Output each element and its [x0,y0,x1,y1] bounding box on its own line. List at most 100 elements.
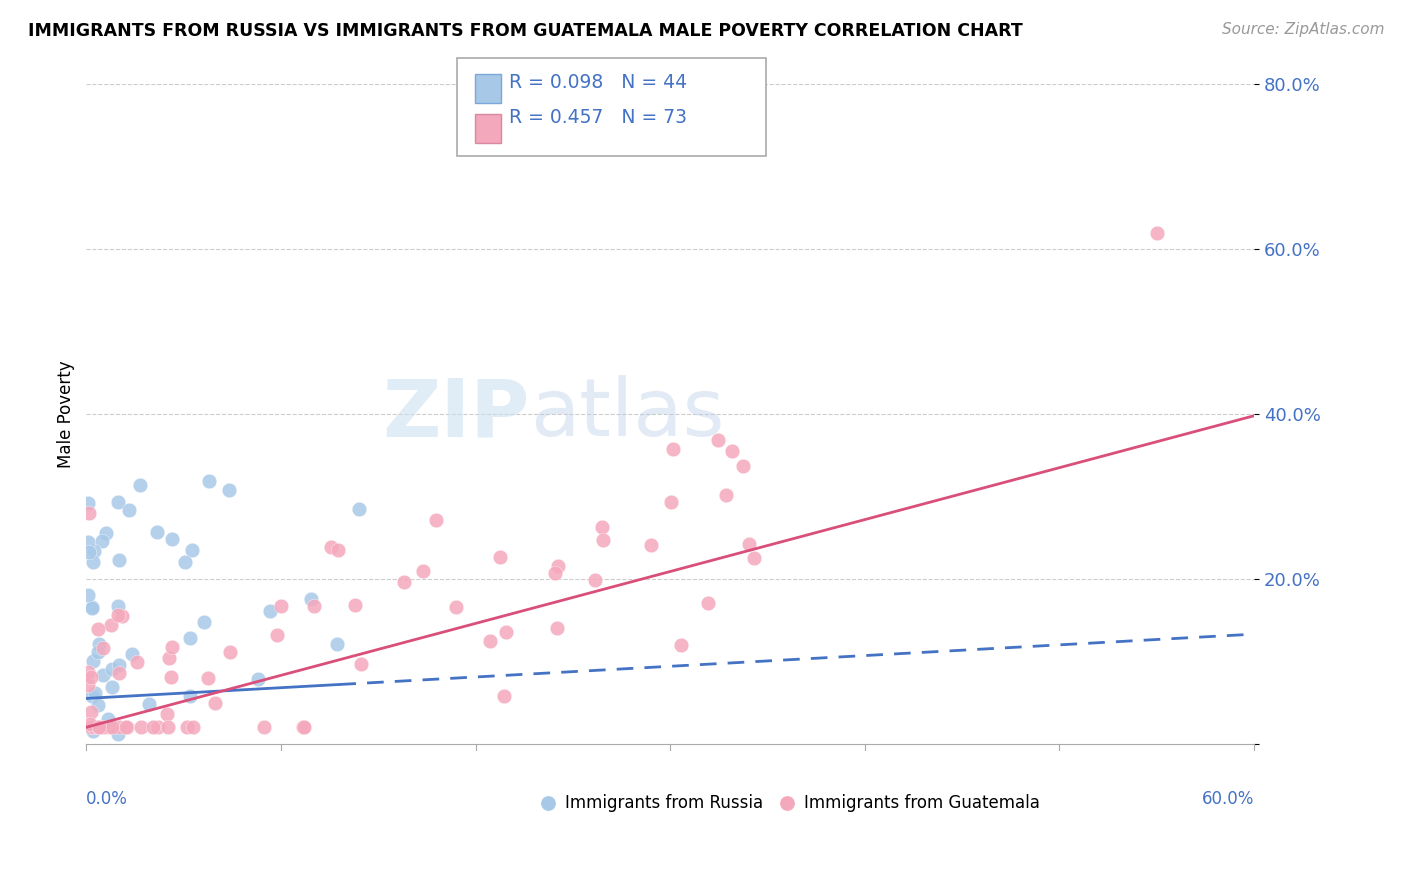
Point [412,564,434,578]
Point [115,720,138,734]
Text: ZIP: ZIP [382,376,530,453]
Point [77,545,100,559]
Point [77,665,100,680]
Point [494,690,516,704]
Point [77,507,100,521]
Point [326,637,349,651]
Point [80,601,103,615]
Point [253,720,276,734]
Point [129,477,152,491]
Point [1146,226,1168,240]
Point [97,712,120,726]
Point [118,503,141,517]
Text: 60.0%: 60.0% [1202,790,1254,808]
Point [544,566,567,581]
Point [583,573,606,587]
Point [146,720,169,734]
Point [157,651,180,665]
Point [91,720,114,734]
Point [83,686,105,700]
Point [107,608,129,623]
Point [77,534,100,549]
Point [79,716,101,731]
Point [160,669,183,683]
Point [425,512,447,526]
Point [179,689,201,703]
Point [347,502,370,516]
Point [82,690,104,704]
Point [1243,811,1265,825]
Point [87,622,110,636]
Point [155,706,177,721]
Point [77,678,100,692]
Point [844,811,866,825]
Point [392,574,415,589]
Point [738,536,761,550]
Point [197,671,219,685]
Point [640,537,662,551]
Point [91,533,114,548]
Point [218,483,240,497]
Point [94,526,117,541]
Point [697,596,720,610]
Point [87,720,110,734]
Point [176,720,198,734]
Y-axis label: Male Poverty: Male Poverty [58,360,75,468]
Point [100,618,122,632]
Point [107,599,129,614]
Point [98,720,121,734]
Point [101,720,124,734]
Point [204,696,226,710]
Point [91,668,114,682]
Point [80,706,103,720]
Text: atlas: atlas [530,376,724,453]
Point [247,673,270,687]
Point [160,533,183,547]
Point [114,720,136,734]
Text: Source: ZipAtlas.com: Source: ZipAtlas.com [1222,22,1385,37]
Point [108,657,131,672]
Point [77,496,100,510]
Point [742,550,765,565]
Point [198,474,221,488]
Point [546,622,568,636]
Point [299,591,322,606]
Point [174,555,197,569]
Text: R = 0.098   N = 44: R = 0.098 N = 44 [509,72,688,92]
Point [100,681,122,695]
Point [669,638,692,652]
Point [138,697,160,711]
Point [547,558,569,573]
Point [489,549,512,564]
Point [659,495,682,509]
Point [495,625,517,640]
Text: R = 0.457   N = 73: R = 0.457 N = 73 [509,108,688,128]
Point [479,634,502,648]
Point [343,599,366,613]
Point [107,495,129,509]
Point [107,726,129,740]
Point [82,723,104,738]
Point [111,609,134,624]
Point [93,640,115,655]
Point [444,599,467,614]
Point [87,698,110,713]
Point [193,615,215,629]
Point [129,720,152,734]
Point [101,662,124,676]
Point [707,434,730,448]
Text: Immigrants from Russia: Immigrants from Russia [565,794,763,812]
Point [270,599,292,613]
Point [82,599,104,614]
Point [89,720,111,734]
Point [179,631,201,645]
Point [259,604,281,618]
Point [350,657,373,671]
Point [661,442,683,456]
Point [80,720,103,734]
Point [82,654,104,668]
Point [292,720,315,734]
Point [77,588,100,602]
Point [108,720,131,734]
Point [108,665,131,680]
